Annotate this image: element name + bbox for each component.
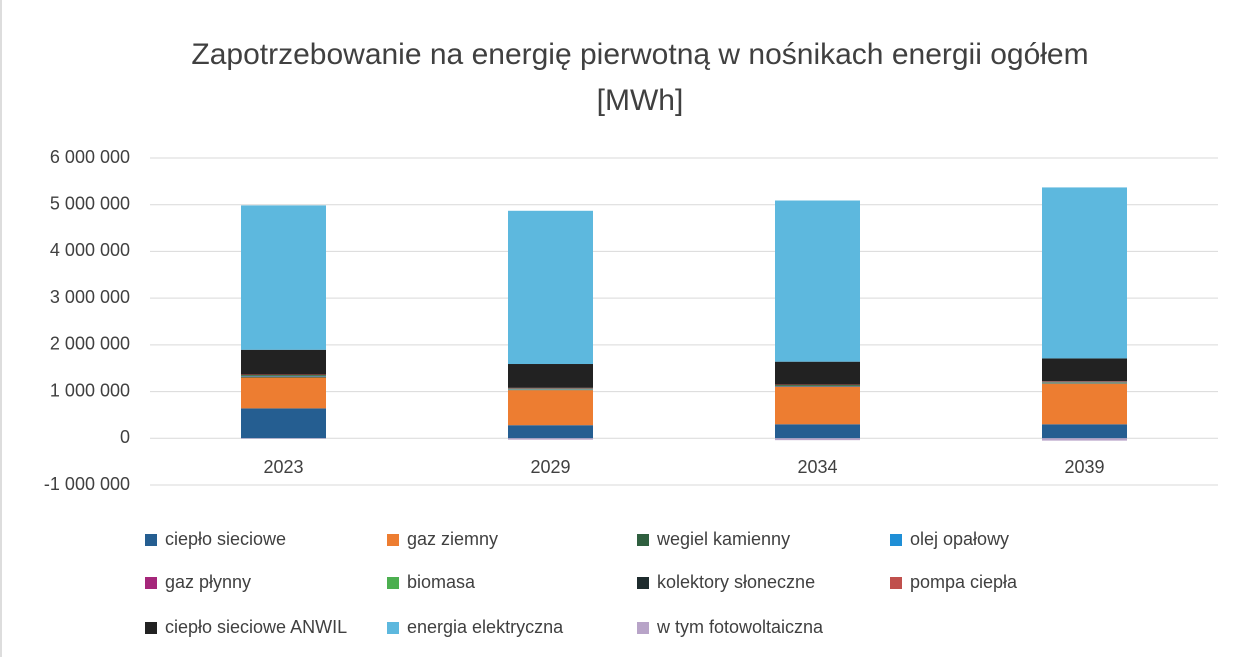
x-tick-label: 2023 <box>263 457 303 477</box>
bar-segment <box>241 349 326 375</box>
legend-label: pompa ciepła <box>910 572 1018 592</box>
y-tick-label: 6 000 000 <box>50 147 130 167</box>
legend-label: energia elektryczna <box>407 617 564 637</box>
bar-segment <box>775 200 860 362</box>
legend-swatch <box>890 534 902 546</box>
legend-swatch <box>387 534 399 546</box>
y-tick-label: 1 000 000 <box>50 380 130 400</box>
legend-swatch <box>387 622 399 634</box>
bar-segment <box>1042 383 1127 425</box>
bar-segment <box>508 425 593 439</box>
legend-label: ciepło sieciowe ANWIL <box>165 617 347 637</box>
legend-label: ciepło sieciowe <box>165 529 286 549</box>
legend-label: gaz ziemny <box>407 529 498 549</box>
bar-segment <box>1042 424 1127 439</box>
legend-label: biomasa <box>407 572 476 592</box>
x-tick-label: 2034 <box>797 457 837 477</box>
legend-label: gaz płynny <box>165 572 251 592</box>
bar-segment <box>241 205 326 350</box>
legend-swatch <box>145 622 157 634</box>
legend-swatch <box>637 534 649 546</box>
legend-swatch <box>890 577 902 589</box>
bar-segment <box>508 210 593 365</box>
y-tick-label: 5 000 000 <box>50 193 130 213</box>
legend-label: olej opałowy <box>910 529 1009 549</box>
y-tick-label: -1 000 000 <box>44 474 130 494</box>
bar-segment <box>1042 187 1127 359</box>
y-tick-label: 2 000 000 <box>50 334 130 354</box>
bar-segment <box>508 390 593 426</box>
x-tick-label: 2039 <box>1064 457 1104 477</box>
bar-segment <box>241 377 326 409</box>
y-tick-label: 0 <box>120 427 130 447</box>
legend-label: wegiel kamienny <box>656 529 790 549</box>
legend-swatch <box>145 534 157 546</box>
legend-label: kolektory słoneczne <box>657 572 815 592</box>
bar-segment <box>775 386 860 425</box>
legend-swatch <box>387 577 399 589</box>
bar-segment <box>1042 358 1127 382</box>
y-tick-label: 4 000 000 <box>50 240 130 260</box>
bar-segment <box>775 424 860 439</box>
chart-title: Zapotrzebowanie na energię pierwotną w n… <box>191 38 1089 117</box>
legend-swatch <box>145 577 157 589</box>
bar-segment <box>241 376 326 378</box>
legend-swatch <box>637 622 649 634</box>
bar-segment <box>1042 438 1127 441</box>
x-tick-label: 2029 <box>530 457 570 477</box>
legend-swatch <box>637 577 649 589</box>
bar-segment <box>508 438 593 440</box>
legend-label: w tym fotowoltaiczna <box>656 617 824 637</box>
bar-segment <box>241 408 326 439</box>
bar-segment <box>508 364 593 388</box>
bar-segment <box>775 361 860 385</box>
bar-segment <box>775 438 860 441</box>
y-tick-label: 3 000 000 <box>50 287 130 307</box>
